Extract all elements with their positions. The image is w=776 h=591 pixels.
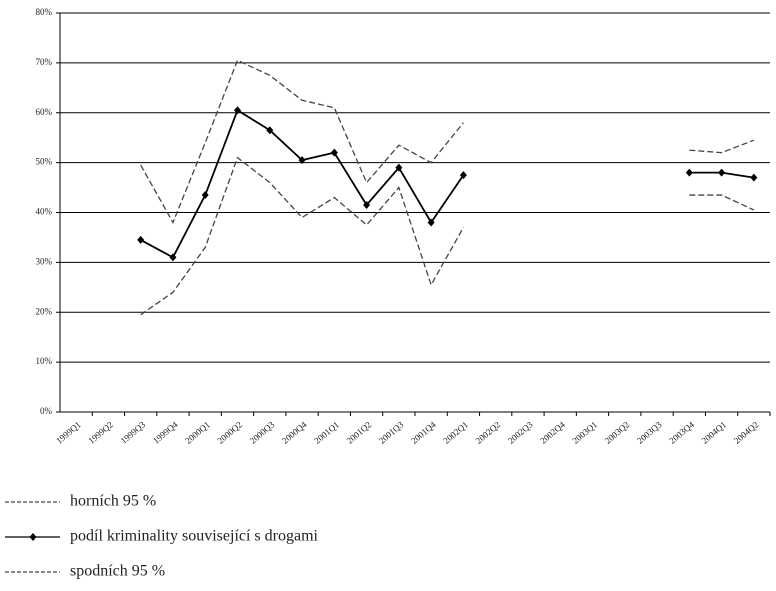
legend-marker bbox=[29, 533, 37, 541]
x-tick-label: 2002Q1 bbox=[441, 419, 470, 445]
x-tick-label: 1999Q2 bbox=[86, 419, 115, 445]
data-point bbox=[395, 163, 403, 172]
y-tick-label: 60% bbox=[36, 107, 53, 117]
x-tick-label: 2003Q3 bbox=[635, 419, 664, 446]
y-tick-label: 70% bbox=[36, 57, 53, 67]
y-tick-label: 20% bbox=[36, 306, 53, 316]
x-tick-label: 2004Q1 bbox=[700, 419, 729, 445]
data-point bbox=[201, 191, 209, 200]
x-tick-label: 2001Q4 bbox=[409, 419, 438, 446]
x-tick-label: 2000Q3 bbox=[248, 419, 277, 446]
legend-label: spodních 95 % bbox=[70, 563, 165, 580]
data-point bbox=[685, 168, 693, 177]
series-line bbox=[140, 156, 755, 316]
data-point bbox=[298, 156, 306, 165]
data-point bbox=[330, 148, 338, 157]
legend-label: podíl kriminality související s drogami bbox=[70, 528, 319, 545]
y-tick-label: 50% bbox=[36, 157, 53, 167]
x-tick-label: 2003Q4 bbox=[667, 419, 696, 446]
x-tick-label: 1999Q1 bbox=[54, 419, 83, 445]
x-tick-label: 2000Q2 bbox=[215, 419, 244, 445]
data-point bbox=[137, 235, 145, 244]
x-tick-label: 2003Q1 bbox=[570, 419, 599, 445]
y-tick-label: 0% bbox=[40, 406, 53, 416]
series-line bbox=[140, 108, 755, 259]
x-tick-label: 2000Q4 bbox=[280, 419, 309, 446]
x-tick-label: 2002Q3 bbox=[506, 419, 535, 446]
data-point bbox=[718, 168, 726, 177]
data-point bbox=[234, 106, 241, 115]
data-point bbox=[363, 201, 371, 210]
x-tick-label: 2002Q2 bbox=[474, 419, 503, 445]
data-point bbox=[750, 173, 758, 182]
data-point bbox=[427, 218, 435, 227]
x-tick-label: 2003Q2 bbox=[603, 419, 632, 445]
x-tick-label: 1999Q4 bbox=[151, 419, 180, 446]
x-tick-label: 2001Q1 bbox=[312, 419, 341, 445]
x-tick-label: 2001Q3 bbox=[377, 419, 406, 446]
x-tick-label: 2002Q4 bbox=[538, 419, 567, 446]
x-tick-label: 1999Q3 bbox=[119, 419, 148, 446]
data-point bbox=[459, 171, 467, 180]
x-tick-label: 2000Q1 bbox=[183, 419, 212, 445]
legend-label: horních 95 % bbox=[70, 493, 156, 510]
y-tick-label: 10% bbox=[36, 356, 53, 366]
x-tick-label: 2004Q2 bbox=[732, 419, 761, 445]
series-line bbox=[140, 59, 755, 224]
x-tick-label: 2001Q2 bbox=[345, 419, 374, 445]
y-tick-label: 30% bbox=[36, 256, 53, 266]
data-point bbox=[169, 253, 177, 262]
y-tick-label: 80% bbox=[36, 7, 53, 17]
data-point bbox=[266, 126, 274, 135]
y-tick-label: 40% bbox=[36, 207, 53, 217]
